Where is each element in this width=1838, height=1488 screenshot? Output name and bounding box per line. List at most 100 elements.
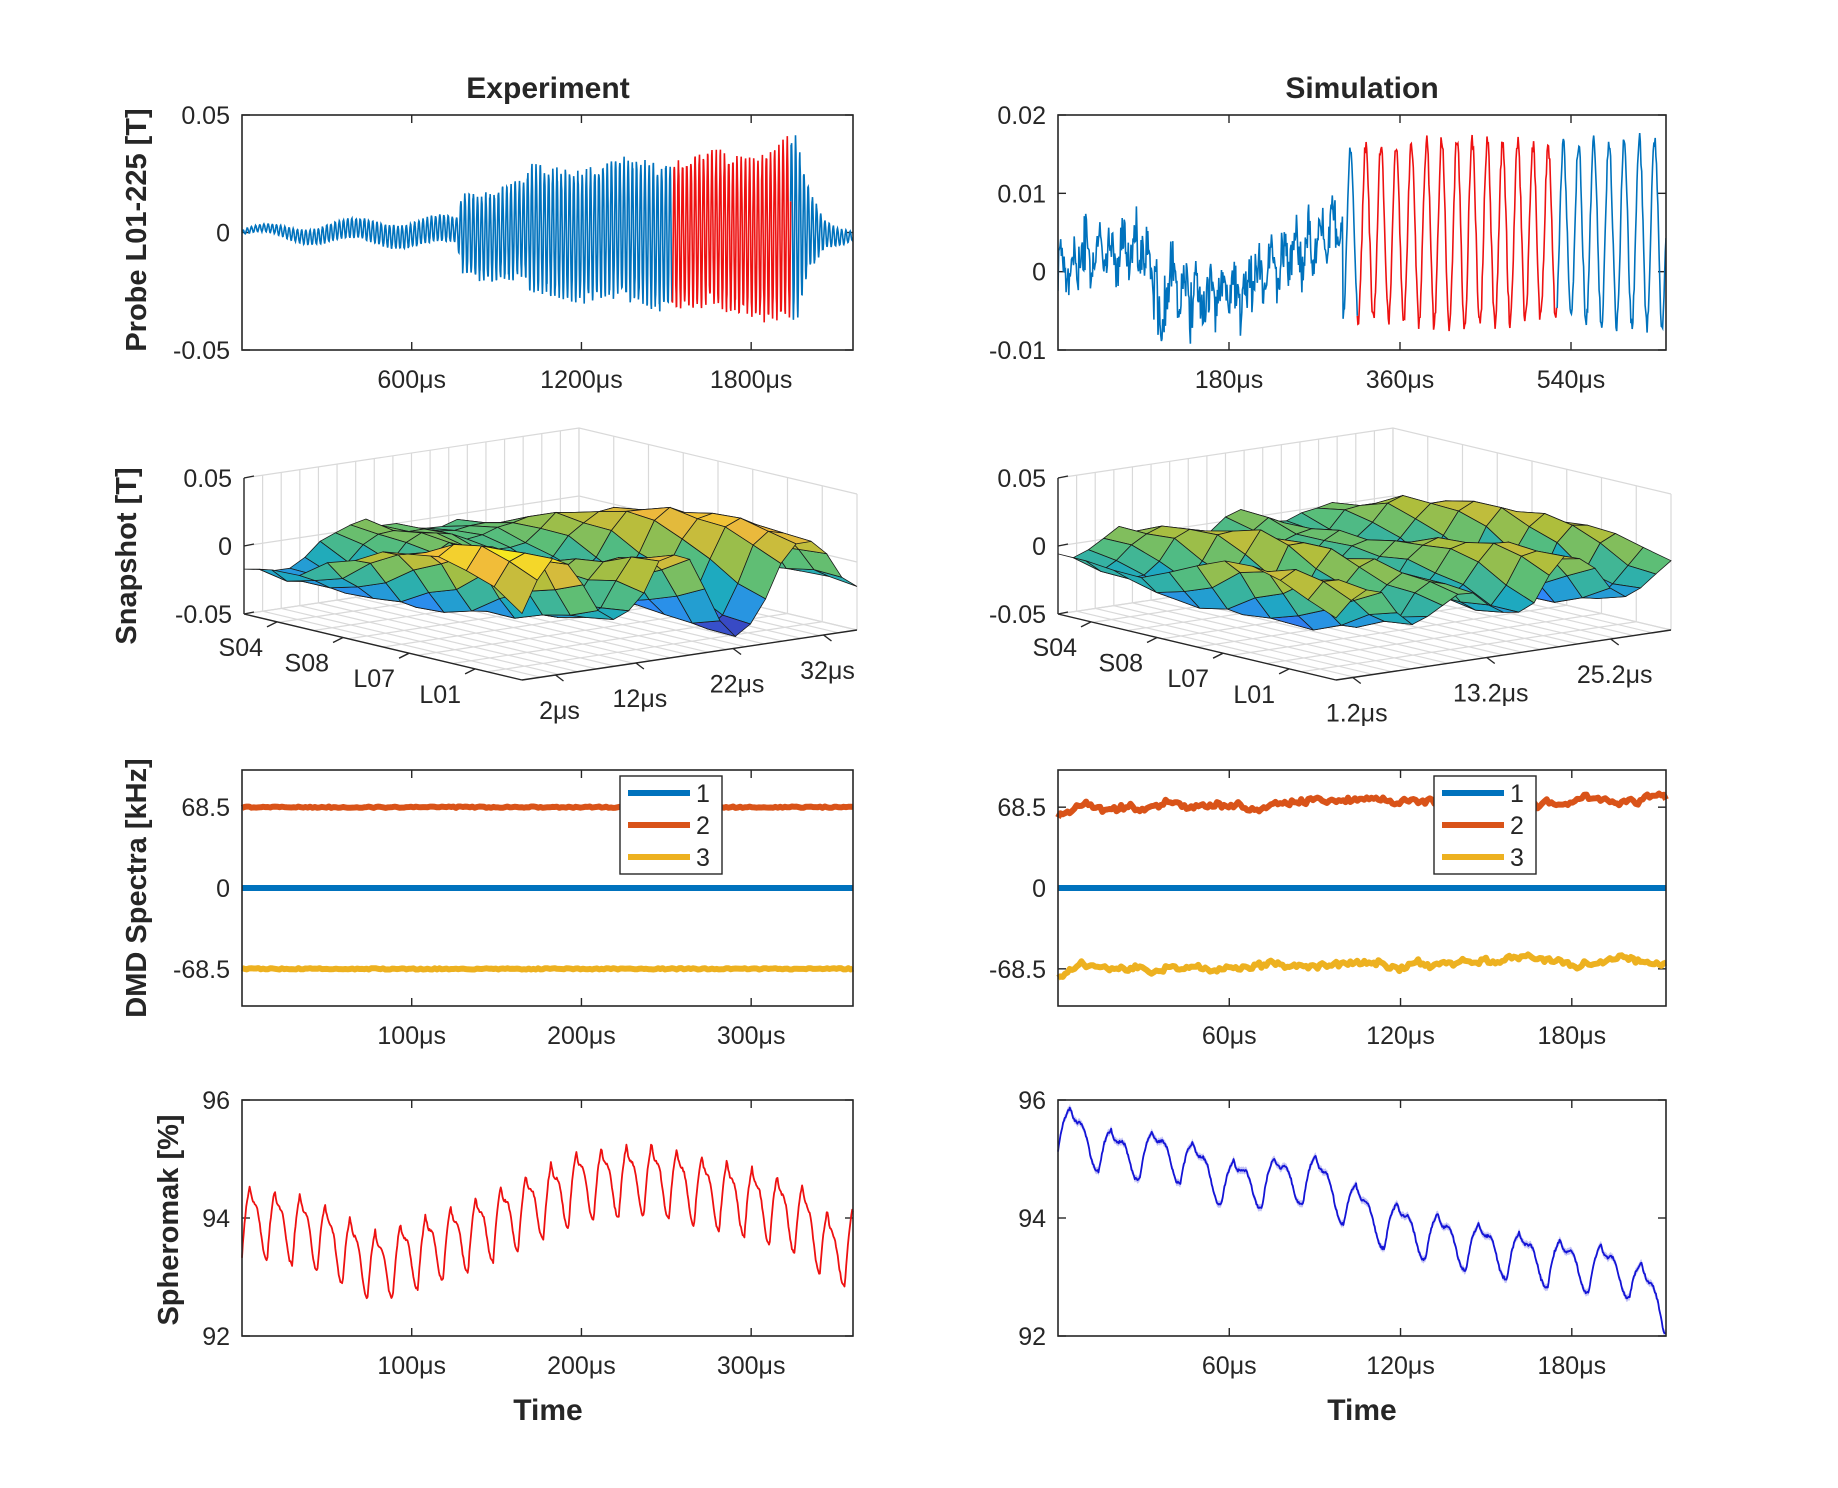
- sim-snapshot-probe-tick-mark: [1278, 668, 1290, 675]
- sim-spheromak-frame: [1057, 1099, 1667, 1337]
- sim-probe-series-blue-a: [1058, 147, 1359, 344]
- exp-probe-xtick-label: 600μs: [377, 366, 446, 394]
- sim-snapshot-zgrid: [1057, 427, 1672, 495]
- sim-snapshot-ztick-mark: [1057, 611, 1069, 615]
- sim-snapshot-time-tick-mark: [1610, 638, 1620, 646]
- exp-spheromak-ytick-label: 94: [202, 1205, 230, 1233]
- sim-snapshot-probe-tick-label: L01: [1233, 681, 1275, 709]
- sim-snapshot-probe-tick-label: S04: [1033, 634, 1078, 662]
- sim-probe-frame: [1057, 114, 1667, 351]
- exp-probe-xtick-label: 1800μs: [710, 366, 793, 394]
- exp-spheromak-ytick-label: 92: [202, 1323, 230, 1351]
- sim-snapshot-ztick-label: 0: [1032, 533, 1046, 561]
- exp-dmd-ytick-label: -68.5: [173, 956, 230, 984]
- exp-snapshot-ztick-mark: [243, 611, 255, 615]
- ylabel-spheromak: Spheromak [%]: [153, 1114, 185, 1325]
- sim-snapshot-ztick-label: -0.05: [989, 601, 1046, 629]
- exp-dmd-ytick-label: 0: [216, 875, 230, 903]
- exp-dmd-xtick-label: 200μs: [547, 1022, 616, 1050]
- exp-probe-series-blue-a: [242, 156, 673, 312]
- sim-snapshot-time-tick-label: 1.2μs: [1326, 700, 1388, 728]
- exp-spheromak-series: [241, 1143, 854, 1300]
- sim-dmd-ytick-label: 0: [1032, 875, 1046, 903]
- sim-snapshot-probe-tick-label: S08: [1099, 650, 1143, 678]
- exp-snapshot-time-tick-label: 2μs: [539, 697, 580, 725]
- sim-dmd-ytick-label: -68.5: [989, 956, 1046, 984]
- exp-dmd-frame: [241, 769, 854, 1007]
- exp-snapshot-time-tick-mark: [823, 634, 832, 642]
- row-y-labels: Probe L01-225 [T] Snapshot [T] DMD Spect…: [111, 108, 185, 1325]
- exp-snapshot-time-tick-label: 22μs: [710, 671, 765, 699]
- exp-dmd-ytick-label: 68.5: [181, 794, 230, 822]
- sim-snapshot-probe-tick-label: L07: [1167, 665, 1209, 693]
- exp-snapshot-ztick-label: 0.05: [183, 465, 232, 493]
- sim-spheromak-xtick-label: 120μs: [1366, 1352, 1435, 1380]
- exp-snapshot-probe-tick-label: L01: [419, 681, 461, 709]
- sim-snapshot-probe-tick-mark: [1212, 652, 1224, 659]
- sim-spheromak-xtick-label: 60μs: [1202, 1352, 1257, 1380]
- sim-probe-ytick-label: 0: [1032, 259, 1046, 287]
- sim-snapshot-ztick-label: 0.05: [997, 465, 1046, 493]
- sim-probe-ytick-label: -0.01: [989, 337, 1046, 365]
- sim-probe-ytick-label: 0.02: [997, 102, 1046, 130]
- xlabel-simulation: Time: [1327, 1394, 1396, 1427]
- title-simulation: Simulation: [1285, 72, 1438, 105]
- sim-dmd-series-3: [1056, 951, 1667, 981]
- exp-probe-xtick-label: 1200μs: [540, 366, 623, 394]
- sim-probe-series-red: [1356, 134, 1558, 332]
- sim-probe-xtick-label: 540μs: [1537, 366, 1606, 394]
- sim-snapshot-time-tick-label: 13.2μs: [1453, 680, 1529, 708]
- sim-dmd-axes: -68.5 0 68.5 60μs 120μs 180μs 1 2 3: [989, 769, 1669, 1050]
- sim-spheromak-xtick-label: 180μs: [1537, 1352, 1606, 1380]
- exp-snapshot-time-tick-mark: [732, 647, 742, 656]
- sim-snapshot-probe-axis: [1057, 613, 1337, 681]
- exp-dmd-series-2: [240, 803, 854, 811]
- exp-snapshot-probe-axis: [243, 613, 523, 681]
- sim-dmd-legend-label-2: 2: [1510, 812, 1524, 840]
- exp-spheromak-frame: [241, 1099, 854, 1337]
- sim-snapshot-floor-grid: [1301, 621, 1637, 673]
- exp-snapshot-surface-patch: [493, 560, 538, 615]
- sim-snapshot-probe-tick-mark: [1080, 621, 1092, 628]
- exp-dmd-xtick-label: 300μs: [717, 1022, 786, 1050]
- exp-probe-ytick-label: 0.05: [181, 102, 230, 130]
- sim-snapshot-ztick-mark: [1057, 543, 1069, 547]
- sim-dmd-legend-label-1: 1: [1510, 780, 1524, 808]
- title-experiment: Experiment: [466, 72, 629, 105]
- sim-spheromak-axes: 92 94 96 60μs 120μs 180μs: [1018, 1087, 1667, 1380]
- exp-snapshot-probe-tick-mark: [464, 668, 476, 675]
- exp-spheromak-xtick-label: 200μs: [547, 1352, 616, 1380]
- sim-snapshot-probe-tick-mark: [1146, 636, 1158, 644]
- exp-snapshot-probe-tick-mark: [332, 636, 344, 644]
- exp-snapshot-probe-tick-mark: [398, 652, 410, 659]
- sim-spheromak-series: [1057, 1106, 1667, 1334]
- exp-snapshot-time-tick-label: 32μs: [800, 657, 855, 685]
- exp-snapshot-axes: -0.05 0 0.05 S04 S08 L07 L01 2μs 12μs 22μs 32μs: [175, 427, 858, 725]
- exp-dmd-legend-label-2: 2: [696, 812, 710, 840]
- sim-snapshot-ztick-mark: [1057, 475, 1069, 479]
- sim-spheromak-ytick-label: 94: [1018, 1205, 1046, 1233]
- ylabel-snapshot: Snapshot [T]: [111, 467, 143, 644]
- sim-snapshot-time-axis: [1335, 629, 1672, 681]
- ylabel-dmd: DMD Spectra [kHz]: [121, 758, 153, 1017]
- exp-dmd-axes: -68.5 0 68.5 100μs 200μs 300μs 1 2 3: [173, 769, 855, 1050]
- sim-dmd-xtick-label: 180μs: [1537, 1022, 1606, 1050]
- exp-snapshot-time-tick-mark: [555, 674, 564, 682]
- sim-dmd-legend: 1 2 3: [1433, 775, 1537, 875]
- column-titles: Experiment Simulation: [466, 72, 1438, 105]
- sim-probe-series-blue-b: [1556, 133, 1666, 333]
- exp-dmd-series-3: [241, 965, 855, 973]
- exp-spheromak-axes: 92 94 96 100μs 200μs 300μs: [202, 1087, 854, 1380]
- sim-snapshot-axes: -0.05 0 0.05 S04 S08 L07 L01 1.2μs 13.2μs 25.2μs: [989, 427, 1672, 728]
- exp-dmd-xtick-label: 100μs: [377, 1022, 446, 1050]
- exp-snapshot-time-axis: [521, 629, 858, 681]
- sim-dmd-xtick-label: 60μs: [1202, 1022, 1257, 1050]
- xlabel-experiment: Time: [513, 1394, 582, 1427]
- sim-dmd-legend-label-3: 3: [1510, 844, 1524, 872]
- sim-spheromak-ytick-label: 96: [1018, 1087, 1046, 1115]
- sim-snapshot-time-tick-mark: [1352, 676, 1362, 685]
- sim-snapshot-time-tick-mark: [1486, 656, 1496, 665]
- sim-spheromak-ytick-label: 92: [1018, 1323, 1046, 1351]
- sim-snapshot-floor-grid: [1266, 612, 1602, 665]
- sim-snapshot-surface: [1057, 494, 1672, 631]
